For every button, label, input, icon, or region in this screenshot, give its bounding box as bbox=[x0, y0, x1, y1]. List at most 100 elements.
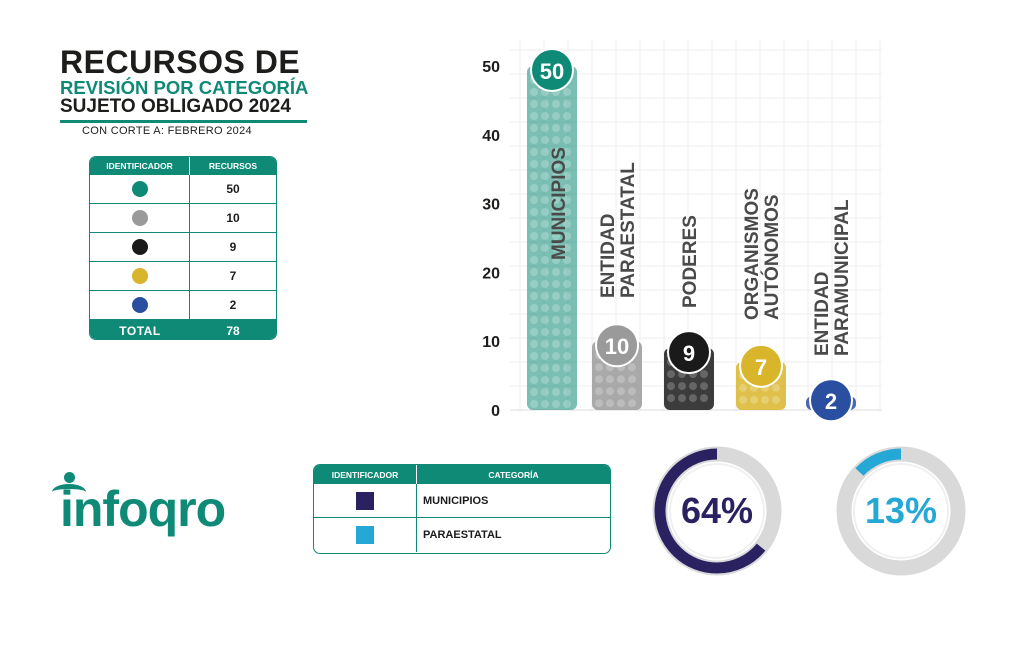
color-dot-icon bbox=[131, 239, 148, 255]
bar-texture-dot bbox=[761, 395, 769, 404]
ring-percentage: 13% bbox=[864, 490, 938, 531]
bar-texture-dot bbox=[772, 395, 780, 404]
bar-texture-dot bbox=[541, 160, 549, 168]
bar-texture-dot bbox=[563, 88, 571, 96]
title-line-2: REVISIÓN POR CATEGORÍA bbox=[60, 77, 309, 98]
category-label: ENTIDAD PARAESTATAL bbox=[598, 162, 639, 298]
category-label: MUNICIPIOS bbox=[423, 494, 489, 507]
bar-texture-dot bbox=[541, 388, 549, 396]
data-label: 10 bbox=[605, 334, 629, 359]
data-label: 2 bbox=[825, 389, 837, 414]
bar-texture-dot bbox=[541, 184, 549, 192]
resources-value: 10 bbox=[226, 211, 240, 225]
bar-texture-dot bbox=[552, 172, 560, 180]
bar-texture-dot bbox=[530, 220, 538, 228]
bar-texture-dot bbox=[530, 208, 538, 216]
bar-texture-dot bbox=[530, 244, 538, 252]
bar-texture-dot bbox=[541, 124, 549, 132]
identifier-cell bbox=[90, 291, 190, 319]
bar-texture-dot bbox=[552, 136, 560, 144]
bar-texture-dot bbox=[606, 399, 614, 408]
bar-texture-dot bbox=[552, 328, 560, 336]
col-resources: RECURSOS bbox=[208, 161, 258, 171]
bar-texture-dot bbox=[530, 100, 538, 108]
bar-texture-dot bbox=[541, 292, 549, 300]
bar-texture-dot bbox=[595, 375, 603, 384]
col-identifier: IDENTIFICADOR bbox=[90, 157, 190, 175]
bar-texture-dot bbox=[552, 316, 560, 324]
bar-texture-dot bbox=[530, 340, 538, 348]
bar-texture-dot bbox=[541, 376, 549, 384]
identifier-cell bbox=[90, 175, 190, 203]
bar-texture-dot bbox=[667, 394, 675, 403]
bar-texture-dot bbox=[530, 352, 538, 360]
bar-texture-dot bbox=[530, 172, 538, 180]
data-label: 50 bbox=[540, 59, 564, 84]
value-badge bbox=[530, 48, 574, 92]
bar-texture-dot bbox=[530, 364, 538, 372]
bar-texture-dot bbox=[617, 387, 625, 396]
bar-texture-dot bbox=[563, 364, 571, 372]
y-tick-label: 20 bbox=[482, 265, 500, 282]
total-label: TOTAL bbox=[119, 323, 161, 338]
bar-texture-dot bbox=[563, 292, 571, 300]
bar-texture-dot bbox=[552, 184, 560, 192]
category-label: ENTIDAD PARAMUNICIPAL bbox=[812, 199, 853, 356]
data-label: 9 bbox=[683, 341, 695, 366]
color-dot-icon bbox=[131, 297, 148, 313]
bar-texture-dot bbox=[530, 304, 538, 312]
bar-texture-dot bbox=[552, 364, 560, 372]
bar-texture-dot bbox=[678, 394, 686, 403]
bar-texture-dot bbox=[541, 328, 549, 336]
bar-texture-dot bbox=[628, 399, 636, 408]
bar-texture-dot bbox=[563, 280, 571, 288]
bar-texture-dot bbox=[541, 208, 549, 216]
bar-texture-dot bbox=[563, 340, 571, 348]
bar-texture-dot bbox=[689, 394, 697, 403]
cutoff-date: CON CORTE A: FEBRERO 2024 bbox=[82, 125, 252, 137]
bar-texture-dot bbox=[552, 268, 560, 276]
total-row: TOTAL 78 bbox=[90, 320, 276, 339]
col-category: CATEGORÍA bbox=[488, 469, 539, 480]
table-row: 50 bbox=[90, 175, 276, 204]
logo-text: infoqro bbox=[60, 481, 226, 537]
logo-person-head bbox=[64, 472, 75, 483]
value-badge bbox=[809, 378, 853, 423]
bar-texture-dot bbox=[563, 208, 571, 216]
bar-texture-dot bbox=[552, 280, 560, 288]
bar-texture-dot bbox=[750, 395, 758, 404]
bar-texture-dot bbox=[606, 375, 614, 384]
ring-inner-border bbox=[669, 463, 765, 559]
resources-value: 9 bbox=[229, 240, 237, 254]
bar-texture-dot bbox=[772, 383, 780, 392]
category-label-line: PARAMUNICIPAL bbox=[832, 199, 853, 356]
col-identifier: IDENTIFICADOR bbox=[314, 465, 417, 484]
category-legend-table: IDENTIFICADOR CATEGORÍA MUNICIPIOS PARAES… bbox=[313, 464, 611, 554]
identifier-cell bbox=[314, 484, 417, 517]
bar-texture-dot bbox=[563, 256, 571, 264]
ring-municipios: 64% bbox=[650, 444, 784, 578]
bar-texture-dot bbox=[628, 375, 636, 384]
category-label-line: ENTIDAD bbox=[598, 214, 619, 298]
bar-texture-dot bbox=[530, 124, 538, 132]
bar-texture-dot bbox=[530, 88, 538, 96]
bar-texture-dot bbox=[552, 376, 560, 384]
identifier-cell bbox=[90, 204, 190, 232]
title-underline bbox=[60, 120, 307, 123]
bar-texture-dot bbox=[563, 244, 571, 252]
bar-texture-dot bbox=[541, 220, 549, 228]
bar-texture-dot bbox=[739, 395, 747, 404]
resources-table: IDENTIFICADOR RECURSOS 50 10 9 7 2 TOTAL 78 bbox=[89, 156, 277, 340]
bar-texture-dot bbox=[563, 232, 571, 240]
bar-texture-dot bbox=[552, 196, 560, 204]
bar-texture-dot bbox=[552, 208, 560, 216]
bar-texture-dot bbox=[530, 184, 538, 192]
bar-texture-dot bbox=[563, 352, 571, 360]
bar-texture-dot bbox=[541, 304, 549, 312]
bar-texture-dot bbox=[552, 340, 560, 348]
bar-texture-dot bbox=[563, 136, 571, 144]
bar-texture-dot bbox=[541, 268, 549, 276]
bar-texture-dot bbox=[563, 184, 571, 192]
bar-texture-dot bbox=[530, 268, 538, 276]
